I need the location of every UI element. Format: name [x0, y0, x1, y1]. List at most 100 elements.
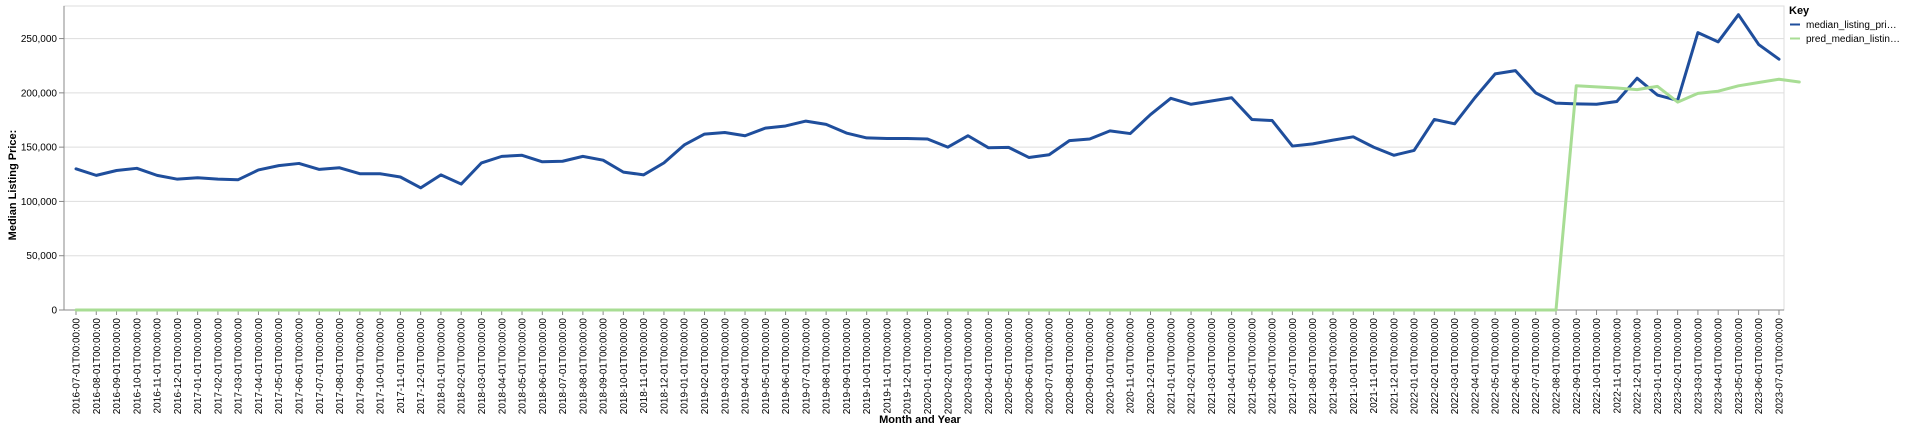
x-tick-label: 2020-08-01T00:00:00: [1065, 318, 1076, 415]
legend-label: pred_median_listin…: [1806, 34, 1900, 45]
x-tick-label: 2019-08-01T00:00:00: [822, 318, 833, 415]
x-tick-label: 2021-03-01T00:00:00: [1207, 318, 1218, 415]
x-tick-label: 2019-07-01T00:00:00: [801, 318, 812, 415]
x-tick-label: 2022-07-01T00:00:00: [1531, 318, 1542, 415]
x-tick-label: 2020-05-01T00:00:00: [1004, 318, 1015, 415]
x-tick-label: 2020-07-01T00:00:00: [1045, 318, 1056, 415]
x-tick-label: 2016-11-01T00:00:00: [153, 318, 164, 414]
x-tick-label: 2023-04-01T00:00:00: [1714, 318, 1725, 415]
x-tick-label: 2023-07-01T00:00:00: [1775, 318, 1786, 415]
x-tick-label: 2017-10-01T00:00:00: [376, 318, 387, 415]
x-tick-label: 2022-11-01T00:00:00: [1612, 318, 1623, 414]
x-tick-label: 2016-09-01T00:00:00: [112, 318, 123, 415]
x-tick-label: 2022-02-01T00:00:00: [1430, 318, 1441, 415]
x-tick-label: 2022-03-01T00:00:00: [1450, 318, 1461, 415]
x-tick-label: 2018-08-01T00:00:00: [578, 318, 589, 415]
x-tick-label: 2020-01-01T00:00:00: [923, 318, 934, 415]
x-tick-label: 2023-01-01T00:00:00: [1653, 318, 1664, 415]
x-tick-label: 2016-07-01T00:00:00: [72, 318, 83, 415]
x-tick-label: 2018-04-01T00:00:00: [497, 318, 508, 415]
x-tick-label: 2019-09-01T00:00:00: [842, 318, 853, 415]
x-tick-label: 2018-02-01T00:00:00: [457, 318, 468, 415]
x-tick-label: 2019-06-01T00:00:00: [781, 318, 792, 415]
x-tick-label: 2019-04-01T00:00:00: [741, 318, 752, 415]
x-tick-label: 2023-03-01T00:00:00: [1693, 318, 1704, 415]
x-tick-label: 2016-12-01T00:00:00: [173, 318, 184, 415]
x-tick-label: 2019-05-01T00:00:00: [761, 318, 772, 415]
x-tick-label: 2022-12-01T00:00:00: [1633, 318, 1644, 415]
x-tick-label: 2020-12-01T00:00:00: [1146, 318, 1157, 415]
y-axis-title: Median Listing Price:: [7, 130, 19, 241]
x-tick-label: 2018-01-01T00:00:00: [436, 318, 447, 415]
legend-title: Key: [1789, 5, 1810, 17]
x-tick-label: 2018-05-01T00:00:00: [518, 318, 529, 415]
x-tick-label: 2017-07-01T00:00:00: [315, 318, 326, 415]
x-tick-label: 2019-11-01T00:00:00: [882, 318, 893, 414]
series-line-2: [76, 79, 1799, 310]
x-tick-label: 2018-09-01T00:00:00: [599, 318, 610, 415]
y-tick-label: 250,000: [21, 34, 58, 45]
x-tick-label: 2022-04-01T00:00:00: [1470, 318, 1481, 415]
x-tick-label: 2021-08-01T00:00:00: [1308, 318, 1319, 415]
x-tick-label: 2018-07-01T00:00:00: [558, 318, 569, 415]
x-tick-label: 2021-07-01T00:00:00: [1288, 318, 1299, 415]
x-tick-label: 2021-06-01T00:00:00: [1268, 318, 1279, 415]
legend: Key median_listing_pri… pred_median_listi…: [1789, 5, 1900, 45]
x-tick-label: 2022-10-01T00:00:00: [1592, 318, 1603, 415]
x-tick-label: 2022-09-01T00:00:00: [1572, 318, 1583, 415]
y-tick-label: 150,000: [21, 143, 58, 154]
x-tick-label: 2021-09-01T00:00:00: [1328, 318, 1339, 415]
x-tick-label: 2018-06-01T00:00:00: [538, 318, 549, 415]
x-tick-label: 2020-04-01T00:00:00: [984, 318, 995, 415]
x-tick-label: 2021-02-01T00:00:00: [1187, 318, 1198, 415]
x-tick-label: 2022-05-01T00:00:00: [1491, 318, 1502, 415]
x-tick-label: 2020-02-01T00:00:00: [943, 318, 954, 415]
x-tick-label: 2018-03-01T00:00:00: [477, 318, 488, 415]
x-tick-label: 2017-12-01T00:00:00: [416, 318, 427, 415]
x-tick-label: 2019-03-01T00:00:00: [720, 318, 731, 415]
x-tick-label: 2020-11-01T00:00:00: [1126, 318, 1137, 414]
x-tick-label: 2021-12-01T00:00:00: [1389, 318, 1400, 415]
y-axis: 0 50,000 100,000 150,000 200,000 250,000: [21, 6, 64, 317]
x-tick-label: 2018-11-01T00:00:00: [639, 318, 650, 414]
gridlines: [64, 6, 1784, 310]
x-tick-label: 2020-09-01T00:00:00: [1085, 318, 1096, 415]
x-tick-label: 2019-02-01T00:00:00: [700, 318, 711, 415]
series-lines: [76, 15, 1799, 310]
y-tick-label: 100,000: [21, 197, 58, 208]
x-tick-label: 2023-05-01T00:00:00: [1734, 318, 1745, 415]
x-tick-label: 2017-05-01T00:00:00: [274, 318, 285, 415]
plot-frame: [64, 6, 1784, 310]
series-line-1: [76, 15, 1779, 188]
x-tick-label: 2019-10-01T00:00:00: [862, 318, 873, 415]
x-tick-label: 2019-12-01T00:00:00: [903, 318, 914, 415]
x-tick-label: 2018-12-01T00:00:00: [659, 318, 670, 415]
x-tick-label: 2017-03-01T00:00:00: [234, 318, 245, 415]
x-tick-label: 2016-10-01T00:00:00: [132, 318, 143, 415]
x-tick-label: 2017-06-01T00:00:00: [295, 318, 306, 415]
x-tick-label: 2022-06-01T00:00:00: [1511, 318, 1522, 415]
y-tick-label: 50,000: [26, 251, 57, 262]
legend-label: median_listing_pri…: [1806, 20, 1897, 31]
x-axis: 2016-07-01T00:00:00 2016-08-01T00:00:00 20…: [64, 310, 1786, 414]
x-tick-label: 2021-10-01T00:00:00: [1349, 318, 1360, 415]
x-tick-label: 2023-02-01T00:00:00: [1673, 318, 1684, 415]
x-axis-title: Month and Year: [879, 414, 961, 426]
x-tick-label: 2019-01-01T00:00:00: [680, 318, 691, 415]
x-tick-label: 2021-05-01T00:00:00: [1247, 318, 1258, 415]
x-tick-label: 2021-11-01T00:00:00: [1369, 318, 1380, 414]
x-tick-label: 2017-09-01T00:00:00: [355, 318, 366, 415]
x-tick-label: 2017-04-01T00:00:00: [254, 318, 265, 415]
x-tick-label: 2017-02-01T00:00:00: [213, 318, 224, 415]
y-tick-label: 200,000: [21, 88, 58, 99]
x-tick-label: 2022-08-01T00:00:00: [1551, 318, 1562, 415]
x-tick-label: 2018-10-01T00:00:00: [619, 318, 630, 415]
x-tick-label: 2020-10-01T00:00:00: [1105, 318, 1116, 415]
x-tick-label: 2021-04-01T00:00:00: [1227, 318, 1238, 415]
x-tick-label: 2017-01-01T00:00:00: [193, 318, 204, 415]
y-tick-label: 0: [51, 306, 57, 317]
x-tick-label: 2023-06-01T00:00:00: [1754, 318, 1765, 415]
x-tick-label: 2020-03-01T00:00:00: [964, 318, 975, 415]
